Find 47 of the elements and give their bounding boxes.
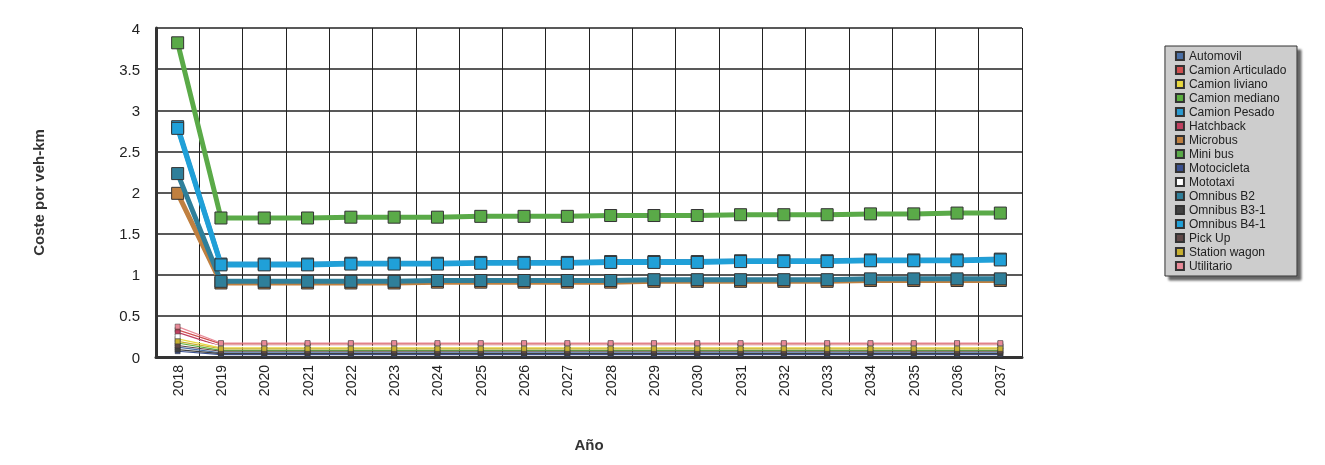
legend-label: Hatchback	[1188, 119, 1247, 133]
y-tick-label: 3	[131, 101, 140, 119]
x-tick-label: 2027	[559, 364, 576, 397]
y-tick-label: 0.5	[119, 307, 140, 325]
legend-label: Camion mediano	[1188, 91, 1280, 105]
x-tick-label: 2033	[819, 364, 836, 397]
x-tick-label: 2023	[386, 364, 403, 397]
legend-label: Mototaxi	[1188, 175, 1235, 189]
y-tick-label: 4	[131, 19, 140, 37]
legend-label: Camion liviano	[1188, 77, 1268, 91]
legend-label: Pick Up	[1188, 231, 1231, 245]
legend-label: Omnibus B3-1	[1188, 203, 1266, 217]
x-tick-label: 2032	[775, 364, 792, 397]
y-tick-label: 0	[131, 348, 140, 366]
x-tick-label: 2031	[732, 364, 749, 397]
x-tick-label: 2036	[949, 364, 966, 397]
x-tick-label: 2026	[516, 364, 533, 397]
x-tick-label: 2029	[645, 364, 662, 397]
y-tick-label: 1	[131, 266, 140, 284]
x-tick-label: 2030	[689, 364, 706, 397]
legend-label: Utilitario	[1188, 259, 1233, 273]
x-axis-title: Año	[574, 436, 604, 453]
legend-label: Station wagon	[1188, 245, 1266, 259]
y-tick-label: 2	[131, 184, 140, 201]
x-tick-label: 2018	[169, 364, 186, 397]
legend-label: Automovil	[1188, 49, 1242, 63]
x-tick-label: 2022	[342, 364, 359, 397]
x-tick-label: 2028	[602, 364, 619, 397]
y-axis-title: Coste por veh-km	[30, 129, 47, 256]
x-tick-label: 2035	[905, 364, 922, 397]
legend-label: Camion Articulado	[1188, 63, 1287, 77]
legend-label: Microbus	[1188, 133, 1238, 147]
x-tick-label: 2019	[212, 364, 229, 397]
legend-label: Motocicleta	[1188, 161, 1250, 175]
y-tick-label: 1.5	[119, 225, 140, 243]
x-tick-label: 2037	[992, 364, 1009, 397]
legend-label: Omnibus B2	[1188, 189, 1256, 203]
x-tick-label: 2020	[256, 364, 273, 397]
x-tick-label: 2024	[429, 364, 446, 397]
y-tick-label: 3.5	[119, 60, 140, 78]
legend-label: Mini bus	[1188, 147, 1234, 161]
y-tick-label: 2.5	[119, 142, 140, 160]
legend-label: Camion Pesado	[1188, 105, 1275, 119]
x-tick-label: 2021	[299, 364, 316, 397]
x-tick-label: 2034	[862, 364, 879, 397]
legend-label: Omnibus B4-1	[1188, 217, 1266, 231]
x-tick-label: 2025	[472, 364, 489, 397]
